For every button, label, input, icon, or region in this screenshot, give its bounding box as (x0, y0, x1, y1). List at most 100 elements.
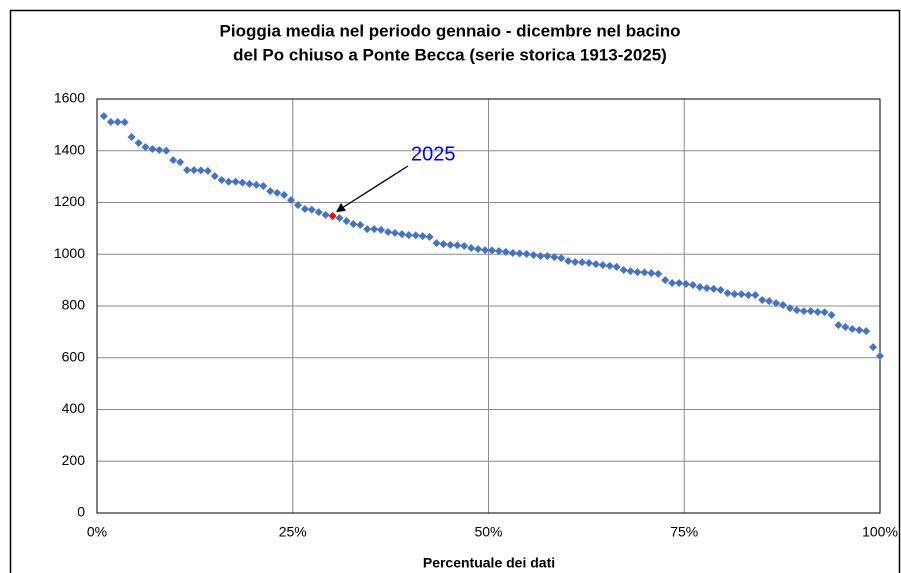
plot-border (96, 98, 881, 514)
data-point (453, 241, 462, 250)
data-point (238, 178, 247, 187)
data-point (557, 254, 566, 263)
data-point (259, 181, 268, 190)
annotation-arrowhead (336, 203, 346, 212)
y-tick-label: 600 (62, 348, 86, 364)
data-point (439, 240, 448, 249)
data-point (425, 232, 434, 241)
chart-title: del Po chiuso a Ponte Becca (serie stori… (233, 45, 667, 64)
data-point (709, 284, 718, 293)
data-point (335, 214, 344, 223)
data-point (848, 325, 857, 334)
y-tick-label: 0 (77, 504, 85, 520)
data-point (806, 307, 815, 316)
data-point (501, 247, 510, 256)
data-point (536, 252, 545, 261)
data-point (876, 351, 884, 360)
data-point (813, 307, 822, 316)
data-point (190, 166, 199, 175)
data-point (508, 248, 517, 257)
data-point (841, 322, 850, 331)
x-tick-label: 25% (279, 524, 307, 540)
data-point (834, 321, 843, 330)
chart-title: Pioggia media nel periodo gennaio - dice… (220, 21, 681, 40)
data-point (162, 146, 171, 155)
data-point (99, 112, 108, 121)
data-point (681, 280, 690, 289)
data-point (675, 278, 684, 287)
data-point (758, 296, 767, 305)
data-point (280, 190, 289, 199)
data-point (578, 258, 587, 267)
annotation: 2025 (411, 143, 456, 165)
data-point (183, 166, 192, 175)
annotation-arrow (341, 165, 409, 209)
data-point (120, 118, 129, 127)
data-point (543, 252, 552, 261)
data-point (397, 230, 406, 239)
data-point (342, 217, 351, 226)
data-point (778, 300, 787, 309)
data-point (390, 229, 399, 238)
data-point (571, 258, 580, 267)
data-point (619, 266, 628, 275)
data-point (127, 133, 136, 142)
data-point (612, 262, 621, 271)
data-point (716, 285, 725, 294)
data-point (730, 290, 739, 299)
y-tick-label: 800 (62, 297, 86, 313)
data-point (432, 239, 441, 248)
data-point (515, 249, 524, 258)
data-point (300, 204, 309, 213)
data-point (148, 144, 157, 153)
data-point (252, 180, 261, 189)
data-point (474, 245, 483, 254)
data-point (799, 307, 808, 316)
data-point (418, 232, 427, 241)
data-point (328, 211, 337, 220)
data-point (702, 284, 711, 293)
data-point (640, 268, 649, 277)
data-point (481, 246, 490, 255)
y-tick-label: 1200 (54, 193, 85, 209)
data-point (591, 260, 600, 269)
data-point (210, 172, 219, 181)
data-point (446, 240, 455, 249)
data-point (792, 306, 801, 315)
data-point (522, 249, 531, 258)
y-tick-label: 1000 (54, 245, 85, 261)
data-point (862, 327, 871, 336)
data-point (494, 247, 503, 256)
data-point (751, 291, 760, 300)
data-point (113, 118, 122, 127)
data-point (363, 225, 372, 234)
data-point (287, 196, 296, 205)
data-point (467, 244, 476, 253)
data-point (654, 269, 663, 278)
x-tick-label: 75% (670, 524, 698, 540)
x-axis-label: Percentuale dei dati (423, 555, 555, 571)
data-point (377, 225, 386, 234)
data-point (217, 175, 226, 184)
data-point (605, 261, 614, 270)
data-point (820, 308, 829, 317)
data-point (231, 177, 240, 186)
data-point (134, 138, 143, 147)
y-tick-label: 400 (62, 400, 86, 416)
data-point (737, 290, 746, 299)
data-point (106, 118, 115, 127)
data-point (196, 166, 205, 175)
x-tick-label: 0% (87, 524, 107, 540)
data-point (723, 289, 732, 298)
data-point (203, 166, 212, 175)
data-point (356, 221, 365, 230)
data-point (529, 251, 538, 260)
data-point (404, 231, 413, 240)
data-point (827, 311, 836, 320)
data-point (273, 188, 282, 197)
y-tick-label: 200 (62, 452, 86, 468)
data-point (668, 278, 677, 287)
chart-frame (9, 9, 901, 573)
data-point (598, 261, 607, 270)
